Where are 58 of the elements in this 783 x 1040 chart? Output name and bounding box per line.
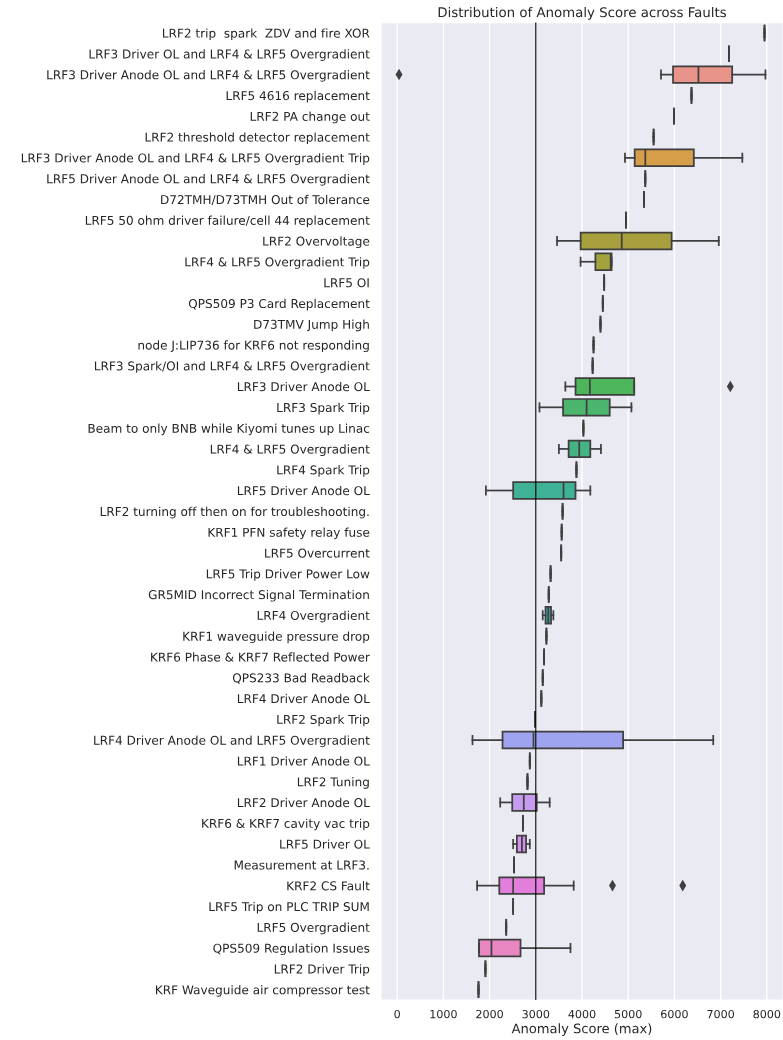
y-tick-label: LRF4 Driver Anode OL [237, 693, 370, 704]
y-tick-label: LRF5 Trip Driver Power Low [206, 569, 370, 581]
y-tick-label: LRF2 Driver Trip [274, 964, 370, 976]
y-tick-label: LRF3 Driver Anode OL and LRF4 & LRF5 Overgradient [47, 70, 370, 82]
y-tick-label: KRF6 & KRF7 cavity vac trip [202, 818, 370, 831]
y-tick-label: KRF1 PFN safety relay fuse [208, 527, 370, 540]
y-tick-label: Measurement at LRF3. [234, 860, 369, 870]
y-tick-label: LRF4 Driver Anode OL and LRF5 Overgradient [94, 735, 370, 748]
y-tick-label: LRF2 PA change out [250, 111, 370, 124]
y-tick-label: QPS233 Bad Readback [232, 673, 370, 684]
y-tick-label: KRF2 CS Fault [287, 881, 370, 891]
y-tick-label: LRF5 50 ohm driver failure/cell 44 replacement [85, 215, 370, 228]
x-tick-label: 4000 [568, 1009, 596, 1019]
y-tick-label: LRF3 Driver Anode OL [237, 381, 370, 392]
y-tick-label: KRF Waveguide air compressor test [155, 985, 370, 997]
x-axis-title: Anomaly Score (max) [511, 1023, 652, 1036]
x-tick-label: 7000 [707, 1009, 735, 1019]
y-tick-label: LRF2 trip spark ZDV and fire XOR [162, 28, 370, 41]
y-tick-label: Beam to only BNB while Kiyomi tunes up Linac [88, 423, 370, 436]
y-tick-label: LRF5 Overcurrent [265, 548, 370, 558]
y-tick-label: LRF3 Spark/OI and LRF4 & LRF5 Overgradient [94, 361, 370, 373]
y-tick-label: KRF6 Phase & KRF7 Reflected Power [151, 652, 370, 662]
x-tick-label: 5000 [614, 1009, 642, 1019]
y-tick-label: LRF2 Spark Trip [277, 714, 370, 727]
y-tick-label: LRF5 4616 replacement [226, 90, 370, 103]
x-tick-label: 8000 [753, 1009, 781, 1019]
x-tick-label: 0 [394, 1009, 400, 1019]
y-tick-label: D72TMH/D73TMH Out of Tolerance [161, 194, 370, 206]
y-tick-label: LRF5 Driver OL [280, 839, 370, 849]
y-tick-label: D73TMV Jump High [254, 319, 369, 332]
y-tick-label: LRF2 Driver Anode OL [237, 797, 370, 808]
x-tick-label: 1000 [430, 1009, 457, 1019]
y-tick-label: LRF4 & LRF5 Overgradient Trip [185, 257, 370, 269]
y-tick-label: LRF2 turning off then on for troubleshooting. [100, 506, 369, 519]
y-tick-label: LRF3 Spark Trip [277, 402, 370, 415]
x-tick-label: 6000 [661, 1009, 688, 1019]
y-tick-label: LRF2 threshold detector replacement [145, 132, 370, 145]
y-tick-label: LRF2 Tuning [297, 777, 369, 789]
y-tick-label: KRF1 waveguide pressure drop [183, 631, 370, 644]
y-tick-label: QPS509 P3 Card Replacement [188, 298, 370, 311]
y-tick-label: LRF1 Driver Anode OL [237, 756, 370, 766]
y-tick-label: LRF5 Driver Anode OL and LRF4 & LRF5 Overgradient [47, 173, 370, 186]
y-tick-label: node J:LIP736 for KRF6 not responding [138, 340, 369, 353]
y-tick-label: LRF3 Driver OL and LRF4 & LRF5 Overgradient [89, 49, 370, 61]
y-tick-label: LRF3 Driver Anode OL and LRF4 & LRF5 Overgradient Trip [21, 153, 370, 165]
y-tick-label: LRF4 Spark Trip [277, 465, 370, 477]
y-tick-label: LRF5 Driver Anode OL [237, 485, 370, 496]
y-tick-label: LRF4 Overgradient [257, 610, 370, 623]
x-tick-label: 2000 [476, 1009, 503, 1019]
y-tick-label: LRF5 Trip on PLC TRIP SUM [209, 901, 369, 914]
x-tick-label: 3000 [522, 1009, 550, 1019]
y-tick-label: LRF4 & LRF5 Overgradient [210, 444, 370, 457]
y-tick-label: LRF5 OI [324, 278, 369, 288]
chart-title: Distribution of Anomaly Score across Faults [438, 6, 727, 20]
y-tick-label: LRF5 Overgradient [257, 922, 370, 935]
y-tick-label: LRF2 Overvoltage [263, 236, 370, 249]
y-tick-label: QPS509 Regulation Issues [213, 943, 370, 956]
y-tick-label: GR5MID Incorrect Signal Termination [148, 589, 369, 602]
